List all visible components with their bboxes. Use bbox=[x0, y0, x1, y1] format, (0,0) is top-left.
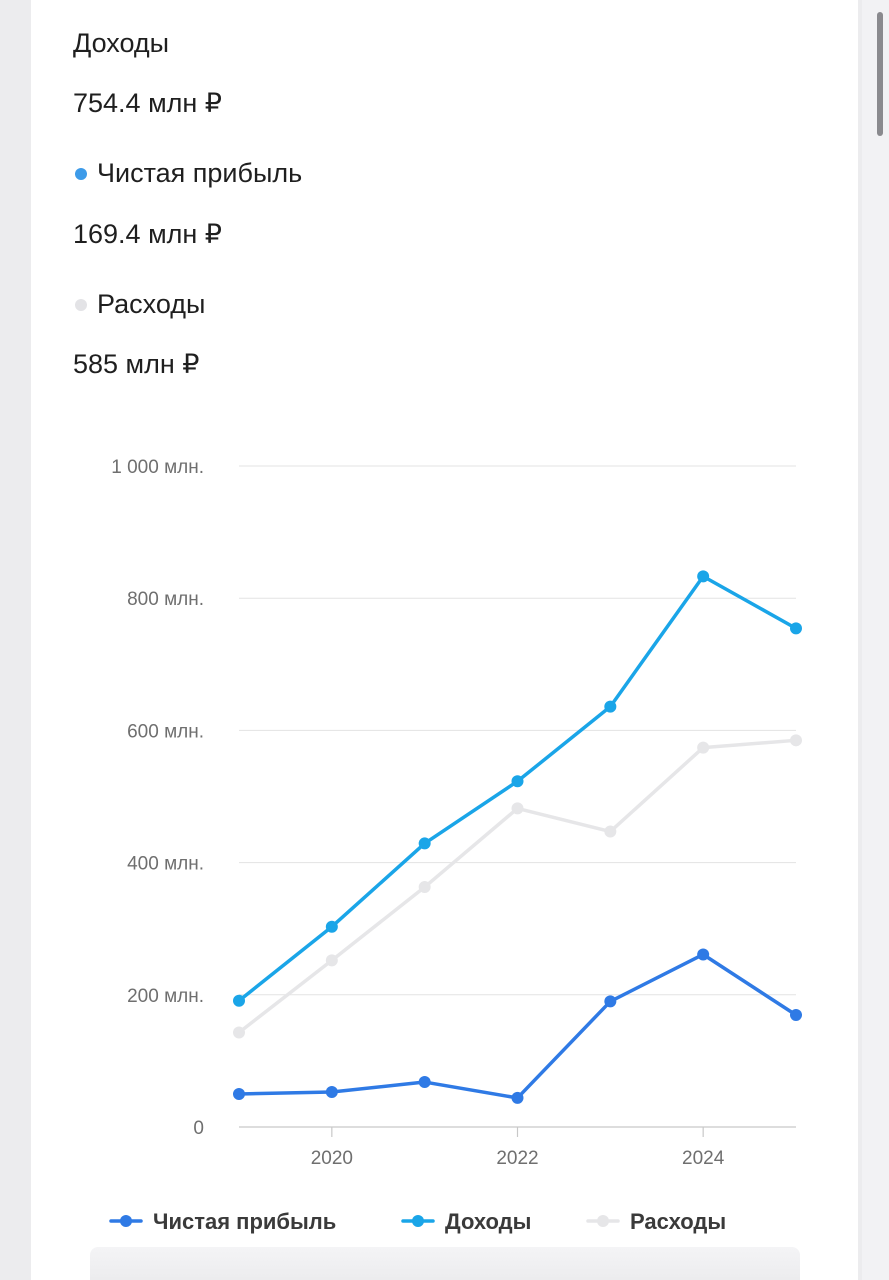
xtick-label: 2024 bbox=[682, 1148, 725, 1169]
expenses-label: Расходы bbox=[75, 289, 205, 320]
data-point-expenses bbox=[325, 954, 338, 967]
profit-value: 169.4 млн ₽ bbox=[73, 219, 222, 249]
data-point-income bbox=[790, 622, 802, 635]
profit-label: Чистая прибыль bbox=[75, 158, 302, 189]
legend-marker-profit bbox=[120, 1215, 132, 1227]
data-point-expenses bbox=[790, 734, 802, 747]
data-point-profit bbox=[325, 1085, 338, 1098]
ytick-label: 200 млн. bbox=[127, 986, 204, 1007]
series-line-income bbox=[237, 574, 798, 1003]
xtick-label: 2020 bbox=[311, 1148, 353, 1169]
legend-label-income: Доходы bbox=[445, 1209, 531, 1234]
scrollbar-track[interactable] bbox=[862, 0, 889, 1280]
data-point-income bbox=[511, 775, 524, 788]
ytick-label: 1 000 млн. bbox=[111, 457, 204, 478]
next-card-edge bbox=[90, 1247, 800, 1280]
ytick-label: 400 млн. bbox=[127, 854, 204, 875]
data-point-expenses bbox=[604, 825, 617, 838]
line-chart: 0 200 млн. 400 млн. 600 млн. 800 млн. 1 000 м… bbox=[109, 457, 802, 1234]
ytick-label: 600 млн. bbox=[127, 721, 204, 742]
income-label: Доходы bbox=[73, 28, 170, 58]
ytick-label: 800 млн. bbox=[127, 589, 204, 610]
legend-marker-income bbox=[412, 1215, 424, 1227]
data-point-income bbox=[604, 700, 617, 713]
legend-marker-expenses bbox=[597, 1215, 609, 1227]
summary-card bbox=[31, 0, 858, 1280]
data-point-profit bbox=[604, 995, 617, 1008]
legend-label-profit: Чистая прибыль bbox=[153, 1209, 336, 1234]
xtick-label: 2022 bbox=[496, 1148, 538, 1169]
data-point-expenses bbox=[511, 802, 524, 815]
data-point-income bbox=[233, 994, 245, 1007]
series-line-profit bbox=[237, 952, 798, 1100]
data-point-expenses bbox=[697, 741, 710, 754]
data-point-profit bbox=[233, 1087, 245, 1100]
data-point-expenses bbox=[233, 1026, 245, 1039]
expenses-value: 585 млн ₽ bbox=[73, 349, 200, 379]
income-value: 754.4 млн ₽ bbox=[73, 88, 222, 118]
data-point-income bbox=[418, 837, 431, 850]
legend-label-expenses: Расходы bbox=[630, 1209, 726, 1234]
scrollbar-thumb[interactable] bbox=[877, 12, 883, 136]
data-point-profit bbox=[790, 1009, 802, 1022]
data-point-expenses bbox=[418, 881, 431, 894]
profit-dot-icon bbox=[75, 167, 87, 180]
data-point-income bbox=[697, 570, 710, 583]
data-point-income bbox=[325, 920, 338, 933]
expenses-dot-icon bbox=[75, 298, 87, 311]
ytick-label: 0 bbox=[193, 1118, 204, 1139]
data-point-profit bbox=[418, 1076, 431, 1089]
data-point-profit bbox=[511, 1091, 524, 1104]
data-point-profit bbox=[697, 948, 710, 961]
